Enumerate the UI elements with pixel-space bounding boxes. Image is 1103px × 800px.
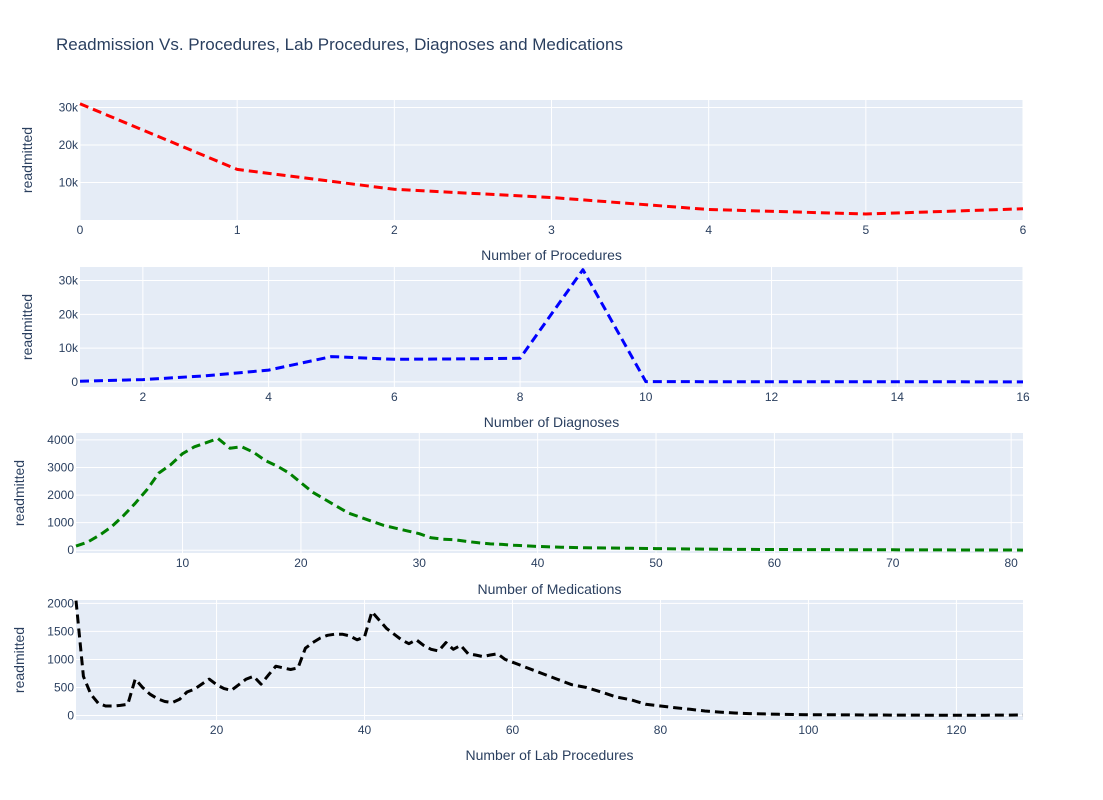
y-axis-title: readmitted — [11, 460, 27, 526]
x-tick-label: 40 — [358, 723, 372, 737]
y-tick-label: 30k — [59, 274, 79, 288]
x-tick-label: 2 — [140, 390, 147, 404]
x-tick-label: 1 — [234, 223, 241, 237]
x-tick-label: 30 — [413, 556, 427, 570]
x-tick-label: 120 — [946, 723, 966, 737]
y-axis-title: readmitted — [19, 127, 35, 193]
y-tick-label: 0 — [67, 543, 74, 557]
x-tick-label: 50 — [649, 556, 663, 570]
series-line-lab-procedures — [74, 600, 1024, 717]
x-tick-label: 8 — [517, 390, 524, 404]
x-tick-label: 10 — [639, 390, 653, 404]
x-tick-label: 4 — [705, 223, 712, 237]
series-line-diagnoses — [79, 268, 1024, 384]
x-tick-label: 2 — [391, 223, 398, 237]
x-tick-label: 12 — [765, 390, 779, 404]
subplot-lab-procedures: 20 40 60 80 100 120 0 500 1000 1500 2000 Number of … — [11, 596, 1024, 763]
subplot-medications: 10 20 30 40 50 60 70 80 0 1000 2000 3000 4000 Number … — [11, 433, 1024, 597]
plot-area — [80, 267, 1023, 387]
x-tick-label: 20 — [210, 723, 224, 737]
y-tick-label: 3000 — [47, 460, 74, 474]
subplot-diagnoses: 2 4 6 8 10 12 14 16 0 10k 20k 30k Number of Diagnose… — [19, 267, 1030, 430]
y-tick-label: 2000 — [47, 596, 74, 610]
y-axis-title: readmitted — [11, 627, 27, 693]
y-tick-label: 2000 — [47, 488, 74, 502]
plot-area — [76, 433, 1023, 553]
x-axis-title: Number of Procedures — [481, 247, 622, 263]
x-tick-label: 70 — [886, 556, 900, 570]
x-tick-label: 100 — [798, 723, 818, 737]
y-axis-title: readmitted — [19, 294, 35, 360]
y-tick-label: 0 — [67, 709, 74, 723]
subplot-procedures: 0 1 2 3 4 5 6 10k 20k 30k Number of Procedures read… — [19, 100, 1027, 263]
x-tick-label: 3 — [548, 223, 555, 237]
x-axis-title: Number of Diagnoses — [484, 414, 619, 430]
x-tick-label: 60 — [768, 556, 782, 570]
x-tick-label: 60 — [506, 723, 520, 737]
y-tick-label: 10k — [59, 176, 79, 190]
x-axis-title: Number of Lab Procedures — [465, 747, 633, 763]
x-tick-label: 0 — [77, 223, 84, 237]
x-tick-label: 16 — [1016, 390, 1030, 404]
y-tick-label: 20k — [59, 138, 79, 152]
x-tick-label: 80 — [1004, 556, 1018, 570]
x-tick-label: 4 — [265, 390, 272, 404]
plot-area — [76, 600, 1023, 720]
x-tick-label: 5 — [862, 223, 869, 237]
y-tick-label: 1000 — [47, 516, 74, 530]
y-tick-label: 500 — [54, 680, 74, 694]
series-line-procedures — [79, 102, 1024, 216]
x-tick-label: 80 — [654, 723, 668, 737]
y-tick-label: 10k — [59, 341, 79, 355]
chart-title: Readmission Vs. Procedures, Lab Procedur… — [56, 35, 623, 54]
y-tick-label: 1000 — [47, 652, 74, 666]
y-tick-label: 4000 — [47, 433, 74, 447]
x-tick-label: 6 — [1020, 223, 1027, 237]
x-tick-label: 14 — [891, 390, 905, 404]
y-tick-label: 0 — [71, 375, 78, 389]
x-tick-label: 6 — [391, 390, 398, 404]
y-tick-label: 20k — [59, 307, 79, 321]
x-tick-label: 10 — [176, 556, 190, 570]
x-tick-label: 40 — [531, 556, 545, 570]
x-tick-label: 20 — [294, 556, 308, 570]
y-tick-label: 30k — [59, 101, 79, 115]
series-line-medications — [75, 437, 1024, 552]
y-tick-label: 1500 — [47, 624, 74, 638]
x-axis-title: Number of Medications — [478, 581, 622, 597]
